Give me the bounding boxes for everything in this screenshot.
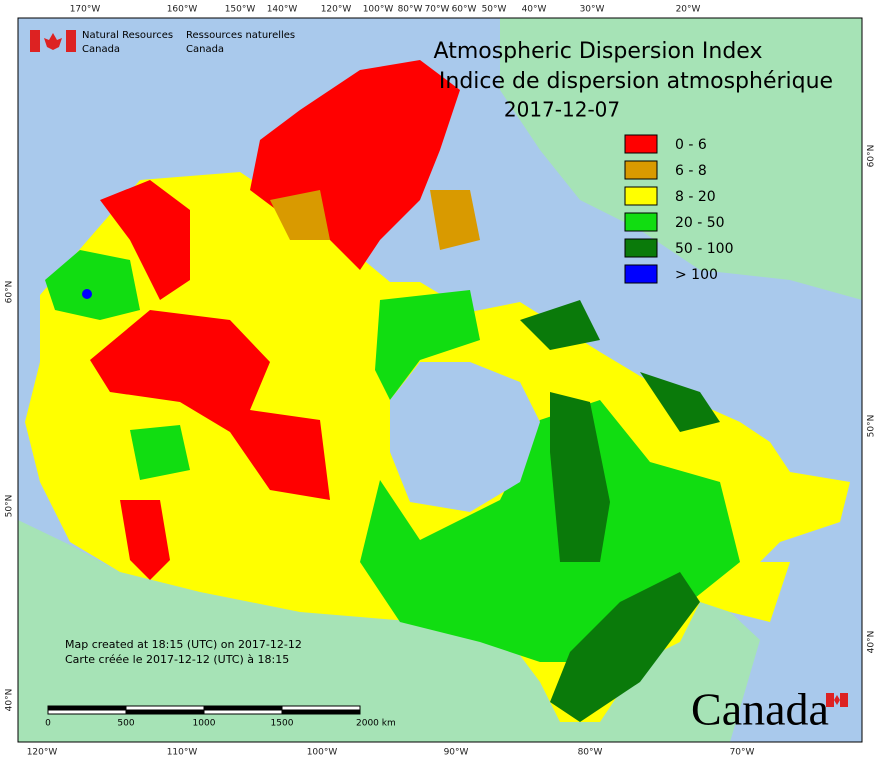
top-axis-label: 170°W [70, 5, 101, 15]
top-axis-label: 150°W [225, 5, 256, 15]
left-axis-label: 40°N [5, 689, 15, 712]
legend-swatch [624, 264, 658, 284]
legend-swatch [624, 212, 658, 232]
scale-label: 2000 km [356, 719, 396, 729]
basemap [18, 18, 862, 742]
legend-label: 50 - 100 [675, 241, 734, 257]
title-fr: Indice de dispersion atmosphérique [439, 69, 833, 94]
bottom-axis-label: 120°W [27, 748, 58, 758]
top-axis-label: 120°W [321, 5, 352, 15]
note-fr: Carte créée le 2017-12-12 (UTC) à 18:15 [65, 653, 289, 666]
top-axis-label: 60°W [452, 5, 477, 15]
scale-label: 0 [45, 719, 51, 729]
bottom-axis-label: 80°W [578, 748, 603, 758]
scale-label: 1000 [193, 719, 216, 729]
legend-swatch [624, 134, 658, 154]
title-en: Atmospheric Dispersion Index [434, 39, 763, 64]
bottom-axis-label: 110°W [167, 748, 198, 758]
legend-swatch [624, 186, 658, 206]
agency-fr-1: Ressources naturelles [186, 30, 295, 41]
top-axis-label: 50°W [482, 5, 507, 15]
left-axis-label: 60°N [5, 281, 15, 304]
bottom-axis-label: 100°W [307, 748, 338, 758]
right-axis-label: 40°N [867, 631, 877, 654]
legend-label: 8 - 20 [675, 189, 716, 205]
bottom-axis-label: 70°W [730, 748, 755, 758]
right-axis-label: 50°N [867, 415, 877, 438]
frame [17, 17, 863, 743]
top-axis-label: 30°W [580, 5, 605, 15]
top-axis-label: 80°W [398, 5, 423, 15]
agency-en-1: Natural Resources [82, 30, 173, 41]
top-axis-label: 70°W [425, 5, 450, 15]
right-axis-label: 60°N [867, 145, 877, 168]
legend-label: 6 - 8 [675, 163, 707, 179]
top-axis-label: 20°W [676, 5, 701, 15]
legend-label: > 100 [675, 267, 718, 283]
note-en: Map created at 18:15 (UTC) on 2017-12-12 [65, 638, 302, 651]
legend-swatch [624, 160, 658, 180]
top-axis-label: 140°W [267, 5, 298, 15]
legend-swatch [624, 238, 658, 258]
bottom-axis-label: 90°W [444, 748, 469, 758]
wordmark: Canada [691, 684, 829, 735]
agency-fr-2: Canada [186, 44, 224, 55]
legend-label: 20 - 50 [675, 215, 725, 231]
legend-label: 0 - 6 [675, 137, 707, 153]
top-axis-label: 100°W [363, 5, 394, 15]
top-axis-label: 40°W [522, 5, 547, 15]
scale-label: 500 [117, 719, 134, 729]
left-axis-label: 50°N [5, 495, 15, 518]
title-date: 2017-12-07 [504, 98, 620, 122]
top-axis-label: 160°W [167, 5, 198, 15]
scale-label: 1500 [271, 719, 294, 729]
agency-en-2: Canada [82, 44, 120, 55]
